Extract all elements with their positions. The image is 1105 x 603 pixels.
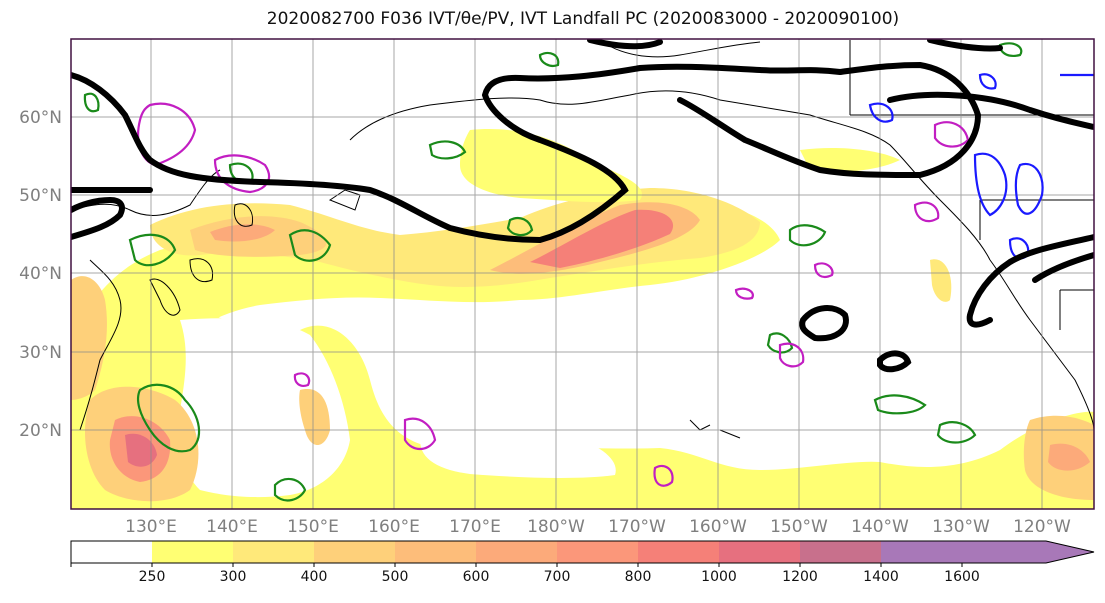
colorbar-tick-label: 1000 <box>701 569 737 585</box>
plot-title: 2020082700 F036 IVT/θe/PV, IVT Landfall … <box>266 9 900 29</box>
theta-e-contours <box>83 42 1023 502</box>
lon-label-140e: 140°E <box>206 517 258 537</box>
lon-label-140w: 140°W <box>851 517 909 537</box>
colorbar-ticks: 250 300 400 500 600 700 800 1000 1200 1400 1600 <box>70 563 980 585</box>
colorbar-cell <box>152 541 234 563</box>
lon-label-160w: 160°W <box>689 517 747 537</box>
lon-label-170e: 170°E <box>449 517 501 537</box>
colorbar-cell <box>395 541 477 563</box>
colorbar-cell <box>476 541 558 563</box>
pv-contours <box>868 73 1094 260</box>
latitude-labels: 60°N 50°N 40°N 30°N 20°N <box>19 108 62 441</box>
lon-label-160e: 160°E <box>368 517 420 537</box>
lat-label-50: 50°N <box>19 186 62 206</box>
longitude-labels: 130°E 140°E 150°E 160°E 170°E 180°W 170°… <box>125 517 1071 537</box>
colorbar-tick-label: 250 <box>139 569 166 585</box>
colorbar-cell <box>719 541 801 563</box>
colorbar-tick-label: 500 <box>382 569 409 585</box>
thick-black-contours <box>71 39 1094 373</box>
lon-label-150e: 150°E <box>287 517 339 537</box>
lat-label-40: 40°N <box>19 264 62 284</box>
colorbar-tick-label: 600 <box>463 569 490 585</box>
map-frame <box>70 38 1095 510</box>
lon-label-130e: 130°E <box>125 517 177 537</box>
colorbar-cells <box>71 541 1094 563</box>
colorbar-outline <box>70 540 1095 564</box>
lon-label-180w: 180°W <box>527 517 585 537</box>
ivt-shading <box>71 129 1094 509</box>
colorbar-cell <box>233 541 315 563</box>
lon-label-170w: 170°W <box>608 517 666 537</box>
colorbar-cell <box>314 541 396 563</box>
colorbar-tick-label: 400 <box>301 569 328 585</box>
lon-label-130w: 130°W <box>932 517 990 537</box>
colorbar-cell <box>800 541 882 563</box>
colorbar-tick-label: 800 <box>625 569 652 585</box>
colorbar-cell <box>71 541 153 563</box>
colorbar-cell <box>557 541 639 563</box>
lat-label-20: 20°N <box>19 421 62 441</box>
lat-label-60: 60°N <box>19 108 62 128</box>
colorbar-tick-label: 1400 <box>863 569 899 585</box>
lat-label-30: 30°N <box>19 343 62 363</box>
colorbar-tick-label: 1200 <box>782 569 818 585</box>
colorbar-tick-label: 700 <box>544 569 571 585</box>
colorbar-tick-label: 300 <box>220 569 247 585</box>
lon-label-150w: 150°W <box>770 517 828 537</box>
colorbar: 250 300 400 500 600 700 800 1000 1200 1400 1600 <box>70 540 1095 585</box>
colorbar-tick-label: 1600 <box>944 569 980 585</box>
colorbar-cell <box>638 541 720 563</box>
lon-label-120w: 120°W <box>1013 517 1071 537</box>
colorbar-extend-arrow <box>881 541 1094 563</box>
